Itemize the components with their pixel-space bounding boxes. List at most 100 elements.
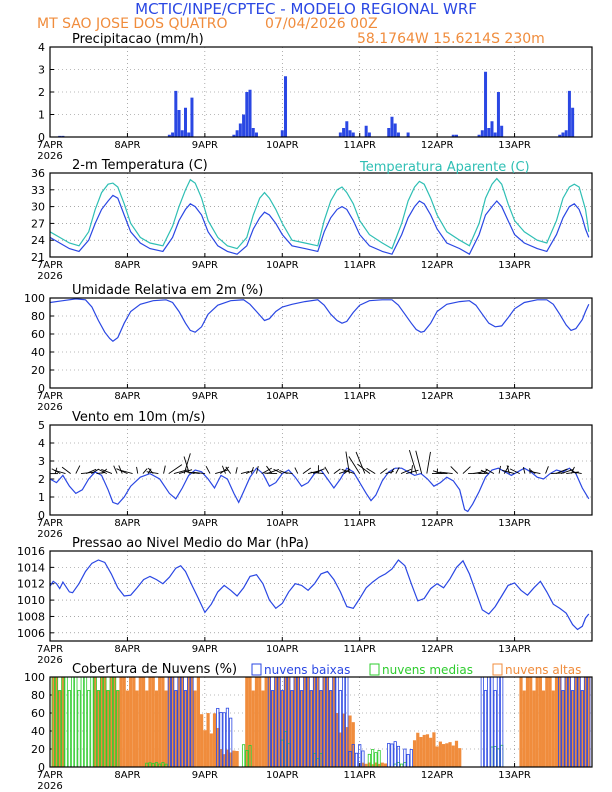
x-year-label: 2026 [37, 151, 62, 162]
cloud-bar-high [290, 690, 294, 767]
precip-bar [451, 134, 455, 137]
cloud-bar-high [580, 690, 584, 767]
x-tick-label: 10APR [266, 518, 299, 529]
cloud-bar-high [367, 762, 371, 767]
x-tick-label: 13APR [498, 770, 531, 781]
x-tick-label: 9APR [192, 770, 218, 781]
series-line-0 [49, 194, 590, 256]
cloud-bar-high [309, 690, 313, 767]
y-tick-label: 20 [31, 743, 45, 756]
wind-arrow [96, 472, 106, 475]
cloud-bar-high [561, 690, 565, 767]
cloud-bar-high [212, 713, 217, 767]
cloud-bar-high [558, 677, 562, 767]
wind-arrow [570, 466, 575, 474]
precip-bar [342, 128, 346, 137]
precip-bar [367, 132, 371, 137]
wind-arrow [266, 465, 273, 474]
wind-arrow [569, 468, 577, 474]
wind-arrow [101, 469, 113, 475]
wind-arrow [345, 451, 350, 474]
precip-bar [396, 132, 400, 137]
cloud-bar-high [306, 677, 310, 767]
precip-bar [487, 128, 491, 137]
wind-arrow [555, 468, 568, 475]
x-tick-label: 13APR [498, 391, 531, 402]
precip-bar [242, 114, 246, 137]
precip-bar [254, 132, 258, 137]
precip-bar [564, 130, 568, 137]
wind-arrow [302, 467, 312, 474]
y-tick-label: 3 [38, 64, 45, 77]
panel-3: 0 1 2 3 4 5 7APR 8APR 9APR 10APR 11APR 12APR 13APR 20… [37, 410, 593, 540]
x-tick-label: 9APR [192, 518, 218, 529]
cloud-bar-high [564, 677, 568, 767]
wind-arrow [462, 466, 471, 474]
precip-bar [171, 132, 175, 137]
wind-arrow [189, 471, 200, 475]
legend-label: nuvens altas [505, 663, 581, 677]
legend-swatch [251, 663, 262, 676]
cloud-bar-high [125, 690, 130, 767]
wind-arrow [530, 470, 541, 475]
panel-5: 0 20 40 60 80 100 7APR 8APR 9APR 10APR 11APR 12APR 1… [24, 662, 593, 792]
cloud-bar-high [122, 677, 126, 767]
cloud-bar-high [422, 734, 426, 767]
cloud-bar-high [319, 690, 323, 767]
panel-title: Umidade Relativa em 2m (%) [72, 283, 263, 298]
precip-bar [251, 128, 255, 137]
cloud-bar-high [445, 743, 449, 767]
cloud-bar-high [61, 677, 65, 767]
cloud-bar-high [577, 677, 581, 767]
wind-arrow [338, 470, 347, 475]
cloud-bar-high [219, 749, 223, 767]
cloud-bar-high [164, 690, 168, 767]
cloud-bar-high [416, 732, 420, 767]
x-tick-label: 13APR [498, 644, 531, 655]
wind-arrow [573, 471, 582, 475]
series-line-0 [49, 559, 590, 631]
cloud-bar-high [258, 677, 262, 767]
x-tick-label: 12APR [421, 644, 454, 655]
wind-arrow [509, 468, 520, 475]
wind-arrow [61, 466, 71, 474]
cloud-bar-high [103, 677, 107, 767]
cloud-bar-high [283, 677, 288, 767]
wind-arrow [261, 467, 272, 474]
cloud-bar-mid [80, 676, 84, 768]
precip-bar [174, 90, 178, 137]
precip-bar [406, 132, 410, 137]
cloud-bar-low [483, 690, 488, 768]
wind-arrow [205, 465, 211, 474]
panel-1: 21 24 27 30 33 36 7APR 8APR 9APR 10APR 11APR 12APR 1… [31, 158, 593, 282]
wind-arrow [147, 468, 152, 474]
y-tick-label: 1016 [17, 545, 45, 558]
cloud-bar-high [341, 713, 346, 767]
cloud-bar-high [300, 690, 304, 767]
cloud-bar-high [435, 746, 439, 767]
y-tick-label: 60 [31, 707, 45, 720]
cloud-bar-high [441, 744, 446, 767]
y-tick-label: 33 [31, 184, 45, 197]
cloud-bar-high [338, 732, 342, 767]
cloud-bar-high [361, 762, 365, 767]
cloud-bar-mid [90, 676, 94, 768]
wind-arrow [163, 465, 166, 474]
cloud-bar-high [261, 690, 265, 767]
y-tick-label: 0 [38, 131, 45, 144]
cloud-bar-high [538, 677, 542, 767]
wind-arrow [400, 468, 412, 475]
cloud-bar-high [296, 677, 301, 767]
y-tick-label: 60 [31, 328, 45, 341]
wind-arrow [221, 465, 226, 474]
x-year-label: 2026 [37, 529, 62, 540]
wind-arrow [357, 463, 371, 474]
cloud-bar-high [190, 677, 194, 767]
wind-arrow [439, 471, 453, 475]
cloud-bar-high [209, 733, 213, 767]
wind-arrow [136, 466, 139, 474]
x-year-label: 2026 [37, 402, 62, 413]
x-year-label: 2026 [37, 781, 62, 792]
x-tick-label: 9APR [192, 260, 218, 271]
y-tick-label: 80 [31, 689, 45, 702]
